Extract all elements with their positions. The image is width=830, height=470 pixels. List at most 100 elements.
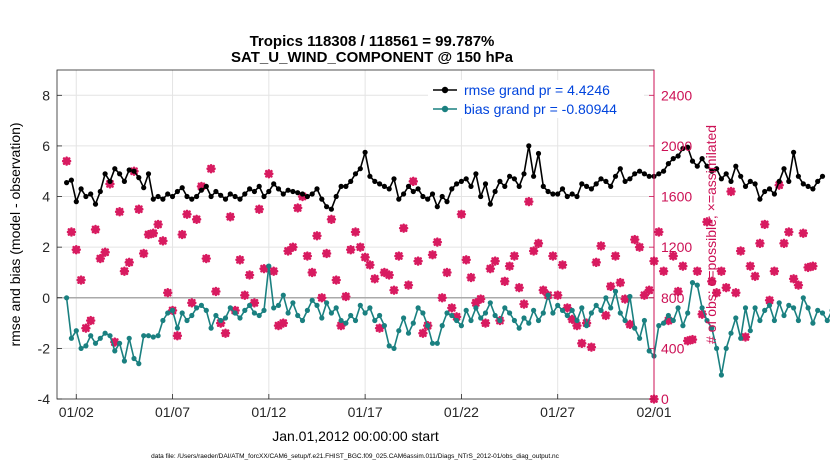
rmse-point [434, 204, 440, 210]
bias-point [92, 340, 99, 346]
rmse-point [564, 193, 570, 200]
bias-point [689, 280, 696, 286]
bias-point [324, 300, 330, 306]
obs-marker [528, 246, 539, 256]
rmse-point [203, 183, 209, 189]
rmse-point [179, 185, 185, 191]
rmse-point [352, 171, 359, 177]
rmse-point [405, 183, 412, 189]
bias-point [198, 302, 204, 308]
rmse-point [680, 145, 686, 152]
bias-point [83, 343, 89, 349]
rmse-point [112, 166, 118, 172]
bias-point [776, 300, 782, 306]
data-file-footer: data file: /Users/raeder/DAI/ATM_forcXX/… [151, 453, 560, 460]
rmse-point [357, 166, 363, 172]
rmse-point [637, 168, 643, 174]
bias-point [261, 307, 267, 313]
bias-point [555, 302, 561, 308]
rmse-point [439, 193, 445, 200]
obs-marker [745, 261, 755, 271]
rmse-point [728, 178, 734, 184]
bias-point [559, 307, 566, 313]
obs-marker [273, 320, 284, 331]
obs-marker [644, 285, 654, 295]
obs-marker [678, 261, 688, 271]
obs-marker [808, 261, 818, 271]
bias-point [742, 305, 749, 311]
bias-point [232, 310, 238, 316]
bias-point [285, 310, 291, 316]
bias-point [526, 320, 532, 326]
bias-point [824, 317, 830, 324]
bias-point [786, 302, 792, 308]
x-tick-label-3: 01/17 [348, 404, 383, 420]
bias-point [266, 263, 272, 269]
bias-point [169, 307, 176, 313]
obs-marker [533, 238, 544, 249]
rmse-point [762, 188, 768, 195]
bias-point [343, 320, 349, 326]
rmse-point [150, 196, 156, 202]
rmse-point [102, 171, 108, 177]
obs-marker [572, 320, 582, 331]
y2-tick-label-1: 400 [661, 340, 685, 356]
bias-point [487, 300, 493, 306]
bias-point [540, 310, 546, 316]
rmse-point [458, 178, 464, 184]
bias-point [454, 317, 460, 324]
obs-marker [187, 298, 197, 308]
rmse-point [588, 186, 595, 192]
rmse-point [386, 186, 392, 192]
obs-marker [384, 270, 394, 280]
rmse-point [174, 188, 180, 195]
bias-point [184, 317, 190, 324]
y2-tick-label-6: 2400 [661, 87, 692, 103]
bias-point [145, 333, 152, 339]
bias-point [665, 312, 672, 319]
rmse-point [319, 196, 325, 202]
y2-axis-label: # of obs: o=possible; ×=assimilated [703, 125, 719, 344]
bias-point [141, 333, 147, 339]
bias-point [473, 305, 479, 311]
bias-point [675, 305, 681, 311]
rmse-point [689, 158, 696, 164]
bias-point [795, 317, 802, 324]
obs-marker [360, 252, 370, 262]
rmse-point [738, 173, 744, 179]
rmse-point [117, 171, 123, 177]
rmse-point [593, 181, 599, 187]
bias-point [781, 312, 787, 319]
rmse-point [247, 186, 253, 192]
y2-tick-label-2: 800 [661, 290, 685, 306]
rmse-point [622, 178, 628, 184]
obs-marker [225, 212, 236, 222]
bias-point [357, 302, 363, 308]
obs-marker [76, 275, 86, 285]
obs-marker [731, 288, 741, 298]
rmse-point [776, 178, 782, 184]
bias-point [314, 302, 320, 308]
bias-point [502, 305, 508, 311]
bias-point [766, 302, 773, 308]
bias-point [492, 312, 498, 319]
obs-marker [514, 282, 524, 293]
rmse-point [295, 190, 301, 196]
rmse-point [256, 183, 262, 189]
chart-subtitle: SAT_U_WIND_COMPONENT @ 150 hPa [231, 49, 514, 66]
bias-point [714, 345, 720, 351]
bias-point [256, 312, 262, 319]
rmse-point [271, 181, 277, 187]
rmse-point [670, 156, 676, 162]
bias-point [280, 292, 286, 298]
obs-marker [249, 298, 260, 308]
rmse-point [805, 183, 811, 189]
rmse-point [285, 187, 291, 193]
rmse-point [791, 149, 797, 155]
obs-marker [456, 209, 467, 219]
obs-marker [114, 207, 125, 217]
bias-point [800, 295, 806, 301]
x-tick-label-0: 01/02 [59, 404, 94, 420]
bias-point [73, 328, 79, 334]
bias-point [810, 320, 816, 326]
